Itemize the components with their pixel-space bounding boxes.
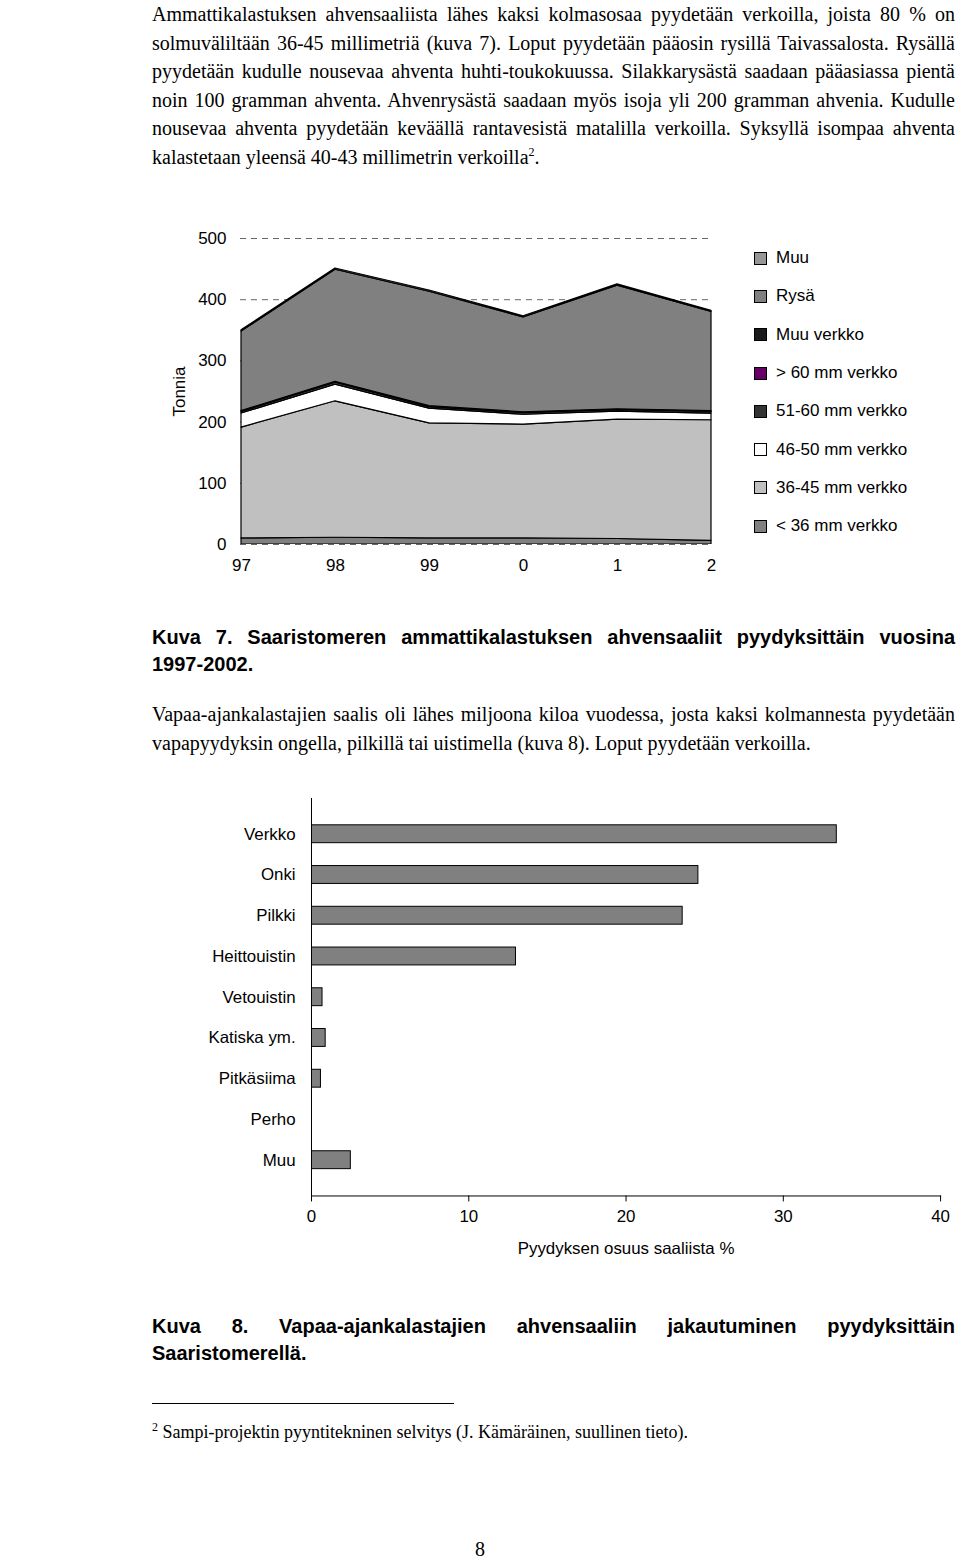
html-text:2Sampi-projektin pyyntiteknine: 2Sampi-projektin pyyntitekninen selvitys… (152, 1420, 688, 1442)
svg-text:Tonnia: Tonnia (170, 366, 189, 417)
svg-text:2: 2 (707, 556, 716, 575)
svg-text:Onki: Onki (261, 865, 296, 884)
svg-text:Pilkki: Pilkki (256, 906, 295, 925)
svg-text:200: 200 (198, 413, 226, 432)
html-text:46-50 mm verkko: 46-50 mm verkko (776, 439, 908, 459)
svg-text:Perho: Perho (251, 1110, 296, 1129)
svg-text:500: 500 (198, 229, 226, 248)
html-text:> 60 mm verkko: > 60 mm verkko (776, 363, 898, 382)
html-text:Muu verkko: Muu verkko (776, 324, 864, 344)
svg-text:99: 99 (420, 556, 439, 575)
svg-text:0: 0 (307, 1207, 316, 1226)
svg-text:40: 40 (931, 1207, 950, 1226)
svg-text:Pyydyksen osuus saaliista %: Pyydyksen osuus saaliista % (518, 1239, 735, 1258)
svg-text:Katiska ym.: Katiska ym. (208, 1028, 295, 1047)
html-text:Ammattikalastuksen ahvensaalii: Ammattikalastuksen ahvensaaliista lähes … (152, 3, 955, 168)
svg-text:20: 20 (617, 1207, 636, 1226)
svg-text:Vetouistin: Vetouistin (222, 988, 295, 1007)
html-text:Muu: Muu (776, 248, 810, 268)
html-text:36-45 mm verkko: 36-45 mm verkko (776, 477, 908, 497)
html-text:< 36 mm verkko: < 36 mm verkko (776, 516, 898, 536)
html-text:51-60 mm verkko: 51-60 mm verkko (776, 401, 908, 421)
svg-text:97: 97 (232, 556, 251, 575)
svg-text:98: 98 (326, 556, 345, 575)
html-text:Kuva 7. Saaristomeren ammattik: Kuva 7. Saaristomeren ammattikalastuksen… (152, 626, 955, 675)
svg-text:Pitkäsiima: Pitkäsiima (219, 1069, 297, 1088)
svg-text:400: 400 (198, 290, 226, 309)
html-text:Rysä: Rysä (776, 286, 815, 306)
svg-text:Muu: Muu (263, 1151, 296, 1170)
svg-text:0: 0 (217, 535, 226, 554)
html-text:Vapaa-ajankalastajien saalis o: Vapaa-ajankalastajien saalis oli lähes m… (152, 703, 955, 754)
svg-text:0: 0 (519, 556, 528, 575)
svg-text:300: 300 (198, 351, 226, 370)
svg-text:100: 100 (198, 474, 226, 493)
svg-text:Verkko: Verkko (244, 825, 296, 844)
svg-text:1: 1 (613, 556, 622, 575)
svg-text:30: 30 (774, 1207, 793, 1226)
html-text:8: 8 (475, 1538, 485, 1560)
svg-text:10: 10 (459, 1207, 478, 1226)
html-text:Kuva 8. Vapaa-ajankalastajien: Kuva 8. Vapaa-ajankalastajien ahvensaali… (152, 1315, 955, 1364)
svg-text:Heittouistin: Heittouistin (212, 947, 295, 966)
